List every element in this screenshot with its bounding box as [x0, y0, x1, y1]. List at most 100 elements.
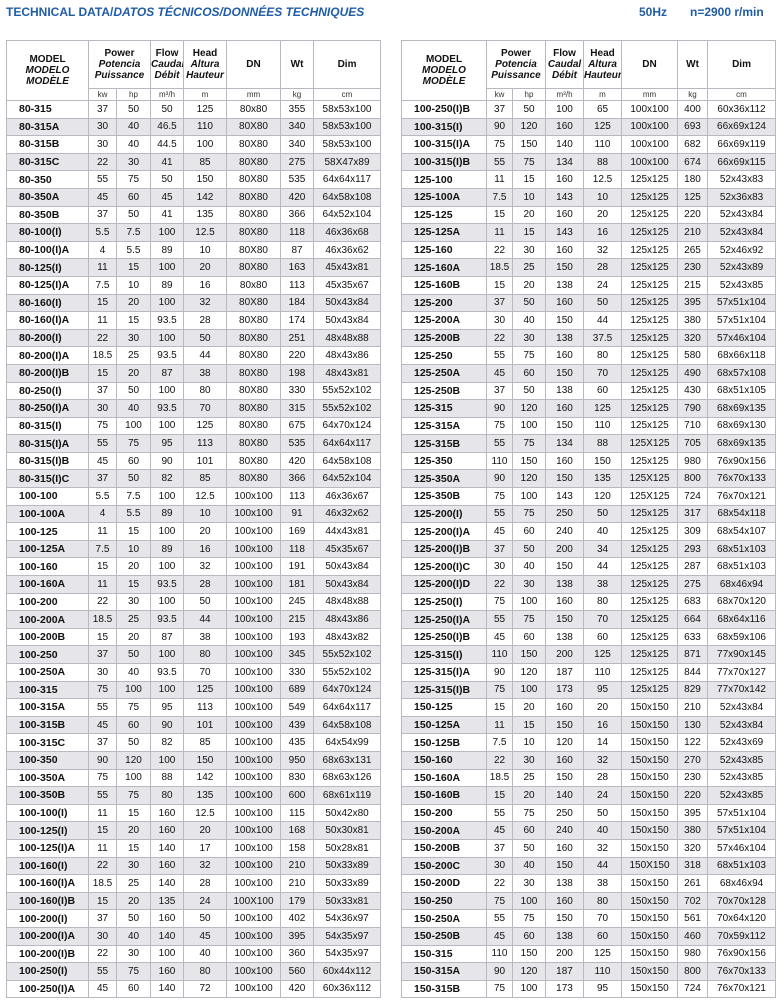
value-cell: 80X80 [226, 240, 282, 260]
model-cell: 100-200(I) [6, 909, 89, 928]
value-cell: 100 [150, 328, 185, 348]
value-cell: 24 [583, 786, 623, 805]
value-cell: 100x100 [226, 610, 282, 629]
value-cell: 30 [115, 152, 152, 172]
value-cell: 28 [583, 258, 623, 277]
data-row: 100-125(I)A 11 15 140 17 100x100 158 50x28x81 [6, 838, 382, 858]
data-row: 125-350A 90 120 150 135 125X125 800 76x70x133 [401, 469, 777, 489]
value-cell: 800 [677, 469, 709, 489]
model-cell: 100-250(I)B [401, 100, 487, 119]
value-cell: 48x43x82 [313, 627, 382, 647]
value-cell: 187 [545, 962, 585, 981]
value-cell: 50 [150, 170, 185, 189]
value-cell: 11 [486, 715, 513, 735]
value-cell: 70 [183, 663, 228, 682]
data-row: 80-100(I)A 4 5.5 89 10 80X80 87 46x36x62 [6, 240, 382, 260]
value-cell: 150x150 [621, 698, 679, 717]
value-cell: 160 [150, 821, 185, 840]
value-cell: 68x51x103 [707, 557, 777, 577]
value-cell: 330 [280, 381, 315, 401]
value-cell: 160 [545, 399, 585, 418]
value-cell: 80x80 [226, 100, 282, 119]
data-row: 80-315A 30 40 46.5 110 80X80 340 58x53x100 [6, 117, 382, 137]
data-row: 150-200C 30 40 150 44 150X150 318 68x51x103 [401, 856, 777, 876]
value-cell: 535 [280, 170, 315, 189]
value-cell: 100x100 [226, 768, 282, 788]
data-row: 150-250 75 100 160 80 150x150 702 70x70x128 [401, 891, 777, 911]
value-cell: 118 [280, 223, 315, 242]
model-cell: 80-160(I) [6, 293, 89, 313]
value-cell: 44x43x81 [313, 522, 382, 541]
value-cell: 160 [545, 750, 585, 770]
value-cell: 48x43x86 [313, 610, 382, 629]
value-cell: 72 [183, 979, 228, 999]
value-cell: 75 [511, 610, 547, 629]
value-cell: 93.5 [150, 610, 185, 629]
value-cell: 45 [150, 187, 185, 207]
value-cell: 80 [150, 786, 185, 805]
power-label: Potencia [495, 59, 537, 70]
value-cell: 88 [583, 434, 623, 453]
unit: m [183, 88, 228, 101]
data-row: 100-125A 7.5 10 89 16 100x100 118 45x35x67 [6, 539, 382, 559]
value-cell: 125 [183, 680, 228, 700]
value-cell: 100x100 [226, 856, 282, 876]
model-cell: 150-315A [401, 962, 487, 981]
value-cell: 24 [583, 275, 623, 295]
value-cell: 38 [183, 363, 228, 383]
value-cell: 380 [677, 821, 709, 840]
value-cell: 10 [115, 275, 152, 295]
value-cell: 100x100 [621, 100, 679, 119]
value-cell: 50 [115, 909, 152, 928]
value-cell: 25 [115, 610, 152, 629]
data-row: 80-125(I)A 7.5 10 89 16 80x80 113 45x35x67 [6, 275, 382, 295]
value-cell: 37 [88, 909, 117, 928]
power-label: Power [104, 48, 135, 59]
model-cell: 125-100A [401, 187, 487, 207]
data-row: 80-200(I)A 18.5 25 93.5 44 80X80 220 48x43x86 [6, 346, 382, 365]
value-cell: 100x100 [621, 117, 679, 137]
value-cell: 25 [115, 874, 152, 893]
value-cell: 45 [88, 979, 117, 999]
value-cell: 55 [486, 504, 513, 524]
data-row: 80-315(I) 75 100 100 125 80X80 675 64x70x124 [6, 416, 382, 436]
head-label: Head [590, 48, 615, 59]
value-cell: 20 [115, 891, 152, 911]
value-cell: 45 [88, 187, 117, 207]
value-cell: 57x51x104 [707, 821, 777, 840]
unit: m³/h [545, 88, 585, 101]
value-cell: 90 [88, 750, 117, 770]
value-cell: 125x125 [621, 663, 679, 682]
value-cell: 317 [677, 504, 709, 524]
value-cell: 270 [677, 750, 709, 770]
value-cell: 18.5 [88, 610, 117, 629]
data-row: 125-200A 30 40 150 44 125x125 380 57x51x104 [401, 311, 777, 330]
data-row: 125-250(I)B 45 60 138 60 125x125 633 68x59x106 [401, 627, 777, 647]
value-cell: 724 [677, 979, 709, 999]
value-cell: 50 [150, 100, 185, 119]
value-cell: 77x70x142 [707, 680, 777, 700]
value-cell: 150 [545, 311, 585, 330]
value-cell: 60x36x112 [707, 100, 777, 119]
value-cell: 68x63x126 [313, 768, 382, 788]
value-cell: 45 [183, 926, 228, 946]
dim-header: Dim [707, 40, 777, 89]
value-cell: 130 [677, 715, 709, 735]
value-cell: 60 [583, 926, 623, 946]
value-cell: 55 [88, 962, 117, 981]
data-row: 80-250(I)A 30 40 93.5 70 80X80 315 55x52x102 [6, 399, 382, 418]
value-cell: 75 [88, 768, 117, 788]
value-cell: 30 [511, 328, 547, 348]
model-cell: 125-350A [401, 469, 487, 489]
value-cell: 30 [115, 328, 152, 348]
value-cell: 60 [511, 926, 547, 946]
value-cell: 125 [183, 416, 228, 436]
value-cell: 395 [280, 926, 315, 946]
value-cell: 420 [280, 979, 315, 999]
value-cell: 75 [511, 434, 547, 453]
value-cell: 16 [183, 275, 228, 295]
value-cell: 110 [486, 645, 513, 664]
value-cell: 150 [545, 610, 585, 629]
data-row: 125-315B 55 75 134 88 125X125 705 68x69x135 [401, 434, 777, 453]
value-cell: 55 [88, 434, 117, 453]
